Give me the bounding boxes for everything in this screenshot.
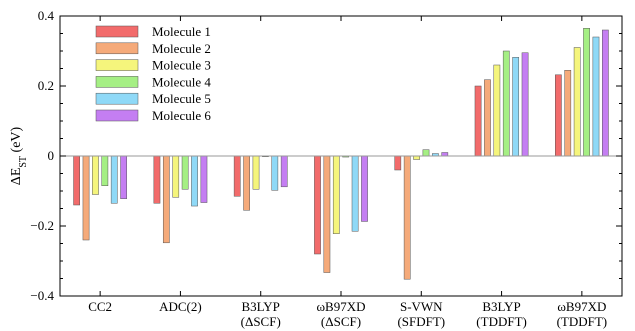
- x-category-label: CC2: [88, 299, 112, 314]
- y-tick-label: 0.4: [38, 8, 55, 23]
- y-tick-label: −0.2: [30, 218, 54, 233]
- legend-label: Molecule 5: [152, 91, 211, 106]
- bar-6-series-6: [521, 52, 529, 157]
- x-category-label: ωB97XD: [316, 299, 365, 314]
- legend-label: Molecule 1: [152, 24, 211, 39]
- legend-swatch: [95, 42, 139, 55]
- y-axis-title-main: ΔE: [9, 168, 24, 186]
- y-axis-title-subscript: ST: [18, 156, 29, 168]
- x-category-sublabel: (ΔSCF): [241, 314, 281, 329]
- bar-6-series-3: [493, 64, 501, 157]
- x-category-sublabel: (SFDFT): [397, 314, 445, 329]
- bar-1-series-3: [92, 155, 99, 195]
- bar-1-series-6: [120, 155, 127, 199]
- legend-label: Molecule 3: [152, 58, 211, 73]
- bar-6-series-5: [512, 57, 520, 157]
- bar-6-series-2: [484, 79, 491, 157]
- ticks-layer: [60, 15, 622, 297]
- bar-1-series-5: [110, 155, 118, 204]
- bar-5-series-6: [441, 152, 449, 157]
- bar-3-series-2: [243, 155, 250, 211]
- bar-7-series-5: [592, 36, 600, 157]
- x-category-label: ADC(2): [159, 299, 202, 314]
- bar-7-series-3: [573, 47, 581, 157]
- bar-2-series-2: [162, 155, 170, 244]
- bar-2-series-3: [172, 155, 180, 198]
- bar-1-series-4: [101, 155, 109, 186]
- bar-4-series-5: [351, 155, 359, 232]
- x-category-sublabel: (TDDFT): [476, 314, 527, 329]
- x-category-label: ωB97XD: [557, 299, 606, 314]
- legend-swatch: [95, 76, 139, 88]
- bar-1-series-1: [73, 155, 80, 206]
- bar-2-series-6: [200, 155, 208, 203]
- bar-7-series-4: [583, 28, 590, 157]
- bar-5-series-2: [403, 155, 411, 280]
- bar-3-series-6: [280, 155, 288, 188]
- bar-3-series-5: [271, 155, 279, 191]
- legend-label: Molecule 4: [152, 74, 211, 89]
- x-category-sublabel: (ΔSCF): [321, 314, 361, 329]
- x-category-label: S-VWN: [400, 299, 443, 314]
- bar-7-series-2: [564, 70, 572, 157]
- bar-7-series-1: [555, 74, 562, 157]
- y-tick-label: 0: [48, 148, 55, 163]
- y-axis-title: ΔEST (eV): [9, 126, 29, 185]
- bar-3-series-3: [252, 155, 260, 190]
- bar-2-series-4: [181, 155, 189, 190]
- bar-3-series-1: [233, 155, 241, 197]
- bar-2-series-1: [153, 155, 161, 204]
- legend-label: Molecule 2: [152, 41, 211, 56]
- y-tick-label: −0.4: [30, 288, 54, 303]
- bar-4-series-2: [323, 155, 331, 273]
- legend-swatch: [95, 59, 139, 71]
- y-axis-title-unit: (eV): [9, 126, 24, 155]
- x-category-label: B3LYP: [482, 299, 520, 314]
- legend-label: Molecule 6: [152, 108, 211, 123]
- x-category-label: B3LYP: [241, 299, 279, 314]
- bars-layer: [73, 28, 609, 280]
- bar-5-series-4: [422, 149, 430, 157]
- bar-4-series-1: [314, 155, 321, 255]
- bar-7-series-6: [602, 29, 609, 157]
- y-tick-label: 0.2: [38, 78, 54, 93]
- bar-2-series-5: [191, 155, 198, 207]
- bar-4-series-6: [361, 155, 368, 222]
- x-category-sublabel: (TDDFT): [557, 314, 608, 329]
- bar-4-series-3: [332, 155, 340, 234]
- legend-swatch: [95, 25, 139, 38]
- bar-1-series-2: [82, 155, 90, 241]
- bar-5-series-3: [413, 155, 420, 160]
- legend-swatch: [95, 92, 139, 105]
- bar-6-series-4: [502, 50, 510, 157]
- bar-5-series-1: [394, 155, 402, 171]
- bar-6-series-1: [474, 85, 482, 157]
- legend-swatch: [95, 109, 139, 122]
